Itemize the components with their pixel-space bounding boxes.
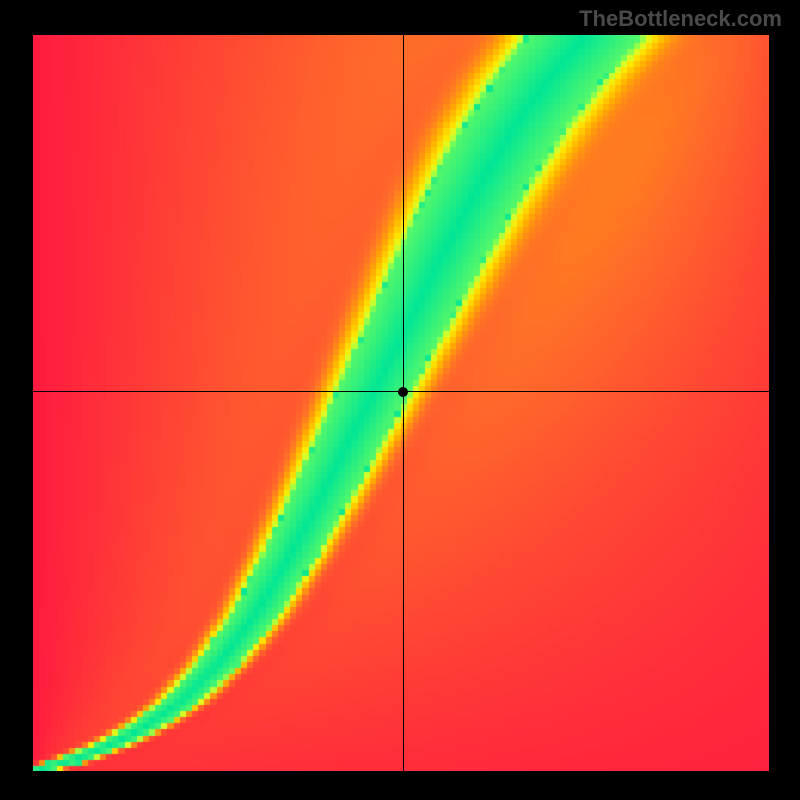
heatmap-canvas [33, 35, 769, 771]
crosshair-vertical [403, 35, 404, 771]
frame-right [769, 0, 800, 800]
frame-bottom [0, 771, 800, 800]
watermark-text: TheBottleneck.com [579, 6, 782, 32]
frame-left [0, 0, 33, 800]
